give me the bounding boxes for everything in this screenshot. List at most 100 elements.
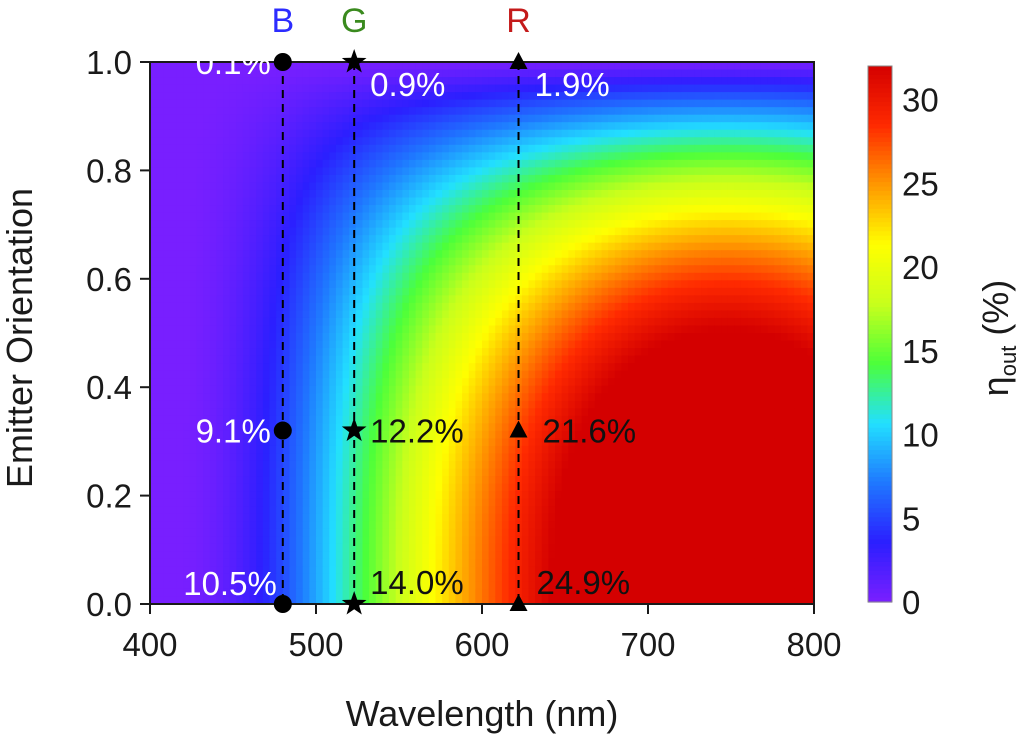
- heatmap-cell: [694, 408, 702, 417]
- heatmap-cell: [588, 287, 596, 296]
- heatmap-cell: [482, 348, 490, 357]
- heatmap-cell: [807, 272, 814, 281]
- heatmap-cell: [482, 325, 490, 334]
- heatmap-cell: [588, 363, 596, 372]
- heatmap-cell: [455, 182, 463, 191]
- heatmap-cell: [482, 189, 490, 199]
- heatmap-cell: [707, 77, 715, 86]
- heatmap-cell: [747, 340, 755, 349]
- heatmap-cell: [740, 378, 749, 387]
- heatmap-cell: [747, 159, 755, 168]
- heatmap-cell: [774, 114, 782, 123]
- heatmap-cell: [322, 265, 330, 274]
- heatmap-cell: [780, 287, 789, 296]
- heatmap-cell: [216, 295, 224, 304]
- heatmap-cell: [807, 182, 814, 191]
- heatmap-cell: [349, 174, 357, 184]
- heatmap-cell: [528, 250, 536, 259]
- heatmap-cell: [163, 287, 171, 296]
- heatmap-cell: [594, 84, 603, 93]
- heatmap-cell: [701, 348, 709, 357]
- heatmap-cell: [236, 167, 244, 176]
- heatmap-cell: [654, 107, 662, 116]
- heatmap-cell: [727, 77, 735, 86]
- heatmap-cell: [674, 235, 682, 244]
- heatmap-cell: [661, 302, 669, 312]
- heatmap-cell: [495, 310, 503, 319]
- heatmap-cell: [535, 415, 543, 424]
- heatmap-cell: [262, 167, 271, 176]
- heatmap-cell: [780, 363, 789, 372]
- heatmap-cell: [528, 415, 536, 424]
- heatmap-cell: [223, 287, 231, 296]
- heatmap-cell: [316, 272, 324, 281]
- heatmap-cell: [395, 295, 403, 304]
- heatmap-cell: [694, 159, 702, 168]
- heatmap-cell: [588, 159, 596, 168]
- heatmap-cell: [614, 92, 623, 101]
- heatmap-cell: [608, 92, 616, 101]
- heatmap-cell: [721, 355, 729, 364]
- heatmap-cell: [707, 84, 715, 93]
- heatmap-cell: [176, 423, 184, 432]
- heatmap-cell: [156, 317, 164, 327]
- heatmap-cell: [661, 174, 669, 184]
- heatmap-cell: [355, 295, 364, 304]
- heatmap-cell: [641, 189, 649, 199]
- heatmap-cell: [541, 197, 549, 206]
- heatmap-cell: [687, 400, 696, 409]
- heatmap-cell: [548, 400, 556, 409]
- heatmap-cell: [521, 423, 530, 432]
- heatmap-cell: [555, 242, 563, 251]
- heatmap-cell: [369, 114, 377, 123]
- heatmap-cell: [302, 317, 310, 327]
- heatmap-cell: [687, 122, 696, 131]
- heatmap-cell: [408, 250, 417, 259]
- heatmap-cell: [654, 235, 662, 244]
- heatmap-cell: [621, 257, 629, 266]
- heatmap-cell: [389, 430, 397, 439]
- heatmap-cell: [369, 205, 377, 214]
- heatmap-cell: [355, 325, 364, 334]
- heatmap-cell: [256, 257, 264, 266]
- heatmap-cell: [276, 408, 284, 417]
- heatmap-cell: [521, 242, 530, 251]
- heatmap-cell: [601, 235, 609, 244]
- heatmap-cell: [628, 393, 636, 402]
- heatmap-cell: [475, 295, 483, 304]
- heatmap-cell: [807, 107, 814, 116]
- heatmap-cell: [296, 348, 304, 357]
- heatmap-cell: [322, 152, 330, 161]
- heatmap-cell: [754, 333, 762, 342]
- heatmap-cell: [501, 152, 510, 161]
- heatmap-cell: [727, 408, 735, 417]
- heatmap-cell: [249, 325, 257, 334]
- heatmap-cell: [262, 122, 271, 131]
- heatmap-cell: [555, 62, 563, 71]
- heatmap-cell: [694, 325, 702, 334]
- heatmap-cell: [468, 430, 476, 439]
- heatmap-cell: [183, 189, 191, 199]
- heatmap-cell: [150, 205, 158, 214]
- heatmap-cell: [667, 122, 676, 131]
- heatmap-cell: [800, 242, 808, 251]
- heatmap-cell: [256, 144, 264, 153]
- heatmap-cell: [687, 182, 696, 191]
- heatmap-cell: [176, 257, 184, 266]
- heatmap-cell: [747, 220, 755, 229]
- heatmap-cell: [694, 280, 702, 289]
- heatmap-cell: [329, 408, 337, 417]
- heatmap-cell: [169, 129, 178, 138]
- heatmap-cell: [581, 430, 589, 439]
- heatmap-cell: [349, 205, 357, 214]
- heatmap-cell: [687, 385, 696, 394]
- heatmap-cell: [495, 295, 503, 304]
- heatmap-cell: [787, 250, 795, 259]
- heatmap-cell: [767, 69, 775, 78]
- heatmap-cell: [209, 227, 217, 236]
- heatmap-cell: [428, 423, 437, 432]
- heatmap-cell: [594, 257, 603, 266]
- heatmap-cell: [163, 220, 171, 229]
- heatmap-cell: [714, 99, 722, 108]
- heatmap-cell: [661, 370, 669, 379]
